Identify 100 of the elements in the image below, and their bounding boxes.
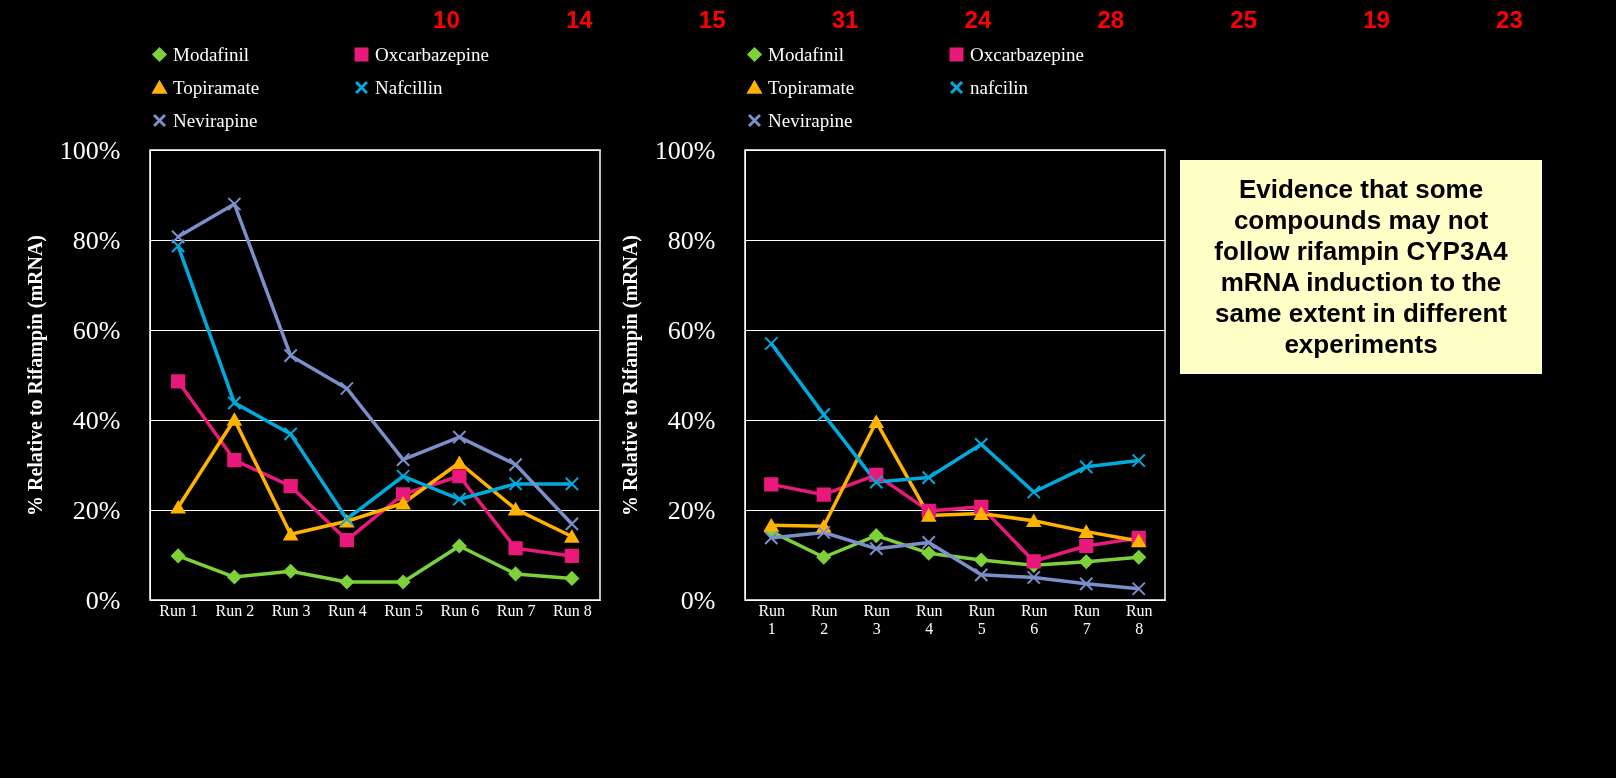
point: [921, 509, 936, 522]
point: [1079, 576, 1094, 591]
point: [508, 502, 523, 516]
point: [508, 541, 523, 556]
point: [1026, 570, 1041, 585]
point: [1079, 538, 1094, 554]
point: [816, 487, 831, 502]
point: [452, 492, 467, 507]
y-tick-label: 100%: [654, 135, 716, 165]
y-tick-label: 80%: [72, 225, 121, 255]
point: [396, 574, 411, 590]
point: [171, 229, 186, 244]
y-tick-label: 0%: [680, 585, 716, 615]
point: [974, 567, 989, 582]
point: [171, 374, 186, 389]
point: [508, 457, 523, 472]
legend-label: nafcilin: [970, 76, 1029, 98]
point: [764, 336, 779, 351]
point: [283, 479, 298, 494]
point: [227, 569, 242, 585]
point: [974, 552, 989, 568]
text: 19: [1363, 6, 1390, 35]
point: [974, 437, 989, 452]
point: [1026, 484, 1041, 500]
point: [1131, 550, 1146, 565]
point: [1131, 534, 1146, 548]
point: [1026, 554, 1041, 569]
point: [452, 429, 467, 445]
legend-label: Nevirapine: [768, 109, 853, 131]
point: [816, 525, 831, 540]
point: [869, 541, 884, 556]
legend-label: Oxcarbazepine: [970, 43, 1084, 65]
point: [564, 548, 579, 564]
point: [452, 538, 467, 554]
x-tick-label: Run 5: [384, 601, 423, 619]
text: 24: [964, 6, 992, 35]
point: [564, 571, 579, 586]
point: [764, 530, 779, 546]
legend-label: Oxcarbazepine: [375, 43, 489, 65]
point: [171, 501, 186, 514]
y-tick-label: 40%: [72, 405, 121, 435]
point: [564, 516, 579, 532]
point: [1131, 453, 1146, 468]
point: [227, 413, 242, 426]
y-tick-label: 60%: [72, 315, 121, 345]
point: [1026, 514, 1041, 528]
y-tick-label: 20%: [72, 495, 121, 525]
x-tick-label: Run 4: [328, 601, 367, 619]
point: [564, 476, 579, 492]
x-tick-label: Run 5: [968, 601, 996, 637]
text: 14: [565, 6, 593, 35]
point: [339, 381, 354, 396]
legend-label: Topiramate: [173, 76, 260, 98]
point: [227, 395, 242, 411]
x-tick-label: Run 7: [496, 601, 536, 619]
point: [869, 528, 884, 543]
x-tick-label: Run 7: [1073, 601, 1101, 637]
legend-label: Nevirapine: [173, 109, 258, 131]
point: [452, 469, 467, 484]
legend-label: Modafinil: [173, 43, 249, 65]
y-tick-label: 0%: [85, 585, 121, 615]
point: [508, 566, 523, 582]
point: [283, 528, 298, 541]
x-tick-label: Run 6: [1020, 601, 1048, 637]
x-tick-label: Run 3: [271, 601, 311, 619]
y-axis-title: % Relative to Rifampin (mRNA): [23, 234, 47, 517]
point: [764, 519, 779, 532]
x-tick-label: Run 3: [863, 601, 891, 637]
point: [816, 407, 831, 422]
x-tick-label: Run 2: [810, 601, 838, 637]
text: 25: [1230, 6, 1258, 35]
point: [921, 470, 936, 485]
point: [227, 452, 242, 468]
point: [1079, 459, 1094, 474]
point: [1131, 581, 1146, 596]
x-tick-label: Run 8: [553, 601, 592, 619]
x-tick-label: Run 6: [440, 601, 480, 619]
point: [396, 452, 411, 467]
point: [764, 477, 779, 492]
y-axis-title: % Relative to Rifampin (mRNA): [618, 234, 642, 517]
x-tick-label: Run 2: [215, 601, 255, 619]
point: [396, 487, 411, 502]
point: [283, 348, 298, 363]
point: [452, 456, 467, 470]
text: 31: [831, 6, 859, 35]
point: [921, 535, 936, 550]
point: [171, 238, 186, 253]
point: [1079, 525, 1094, 538]
y-tick-label: 100%: [59, 135, 121, 165]
text: 23: [1496, 6, 1523, 35]
point: [564, 530, 579, 543]
point: [816, 550, 831, 565]
point: [283, 426, 298, 442]
x-tick-label: Run 8: [1125, 601, 1153, 637]
x-tick-label: Run 4: [915, 601, 943, 637]
text: 28: [1097, 6, 1125, 35]
point: [171, 548, 186, 564]
point: [283, 564, 298, 579]
legend-label: Modafinil: [768, 43, 844, 65]
point: [396, 469, 411, 484]
